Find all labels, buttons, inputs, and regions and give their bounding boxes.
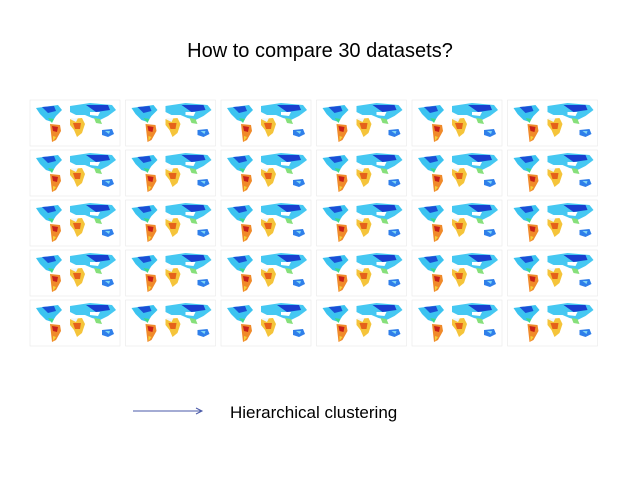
map-thumbnail <box>316 299 407 347</box>
map-thumbnail <box>411 299 503 347</box>
map-thumbnail <box>411 149 503 197</box>
map-thumbnail <box>220 199 312 247</box>
map-thumbnail <box>29 99 121 147</box>
map-thumbnail <box>411 99 503 147</box>
map-thumbnail <box>125 249 216 297</box>
slide-title: How to compare 30 datasets? <box>187 40 453 62</box>
arrow-head <box>195 407 204 415</box>
map-thumbnail <box>411 199 503 247</box>
map-thumbnail <box>29 299 121 347</box>
map-thumbnail <box>220 149 312 197</box>
map-thumbnail <box>29 149 121 197</box>
map-thumbnail <box>29 199 121 247</box>
map-thumbnail <box>125 99 216 147</box>
map-thumbnail <box>125 149 216 197</box>
map-grid <box>29 99 598 347</box>
map-thumbnail <box>507 149 598 197</box>
map-thumbnail <box>316 99 407 147</box>
map-thumbnail <box>220 99 312 147</box>
map-thumbnail <box>29 249 121 297</box>
map-thumbnail <box>125 199 216 247</box>
map-thumbnail <box>220 249 312 297</box>
map-thumbnail <box>507 199 598 247</box>
map-thumbnail <box>507 99 598 147</box>
map-thumbnail <box>507 299 598 347</box>
map-thumbnail <box>220 299 312 347</box>
map-thumbnail <box>411 249 503 297</box>
map-thumbnail <box>316 199 407 247</box>
map-thumbnail <box>125 299 216 347</box>
map-thumbnail <box>507 249 598 297</box>
caption: Hierarchical clustering <box>230 403 397 422</box>
map-thumbnail <box>316 249 407 297</box>
map-thumbnail <box>316 149 407 197</box>
